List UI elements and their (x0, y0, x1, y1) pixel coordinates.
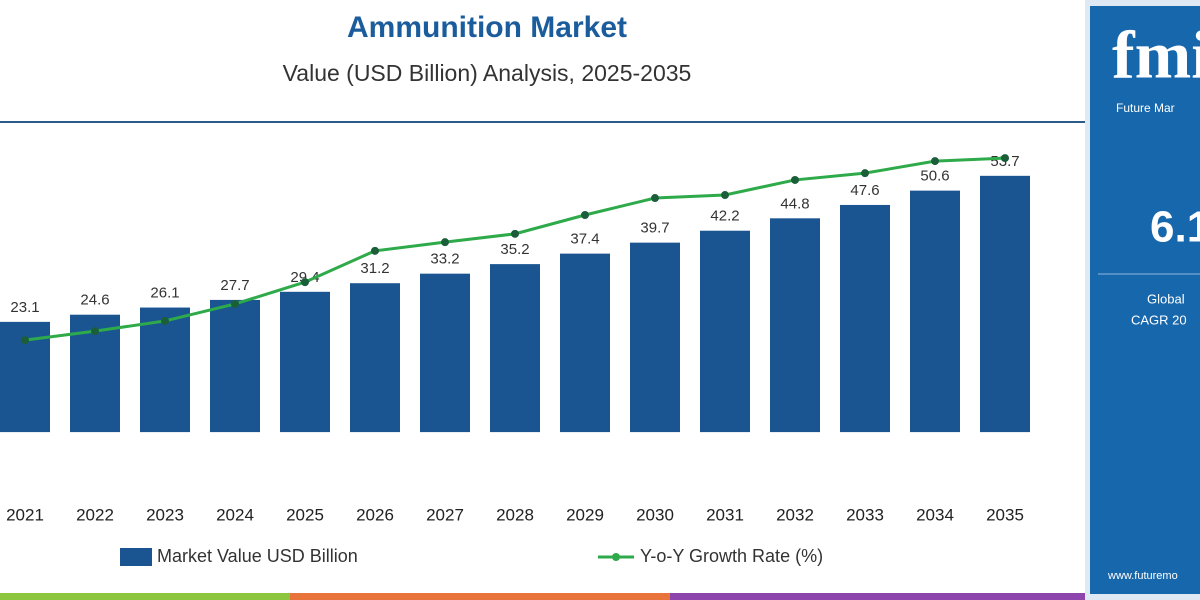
line-point (441, 238, 449, 247)
brand: Future Mar (1116, 101, 1175, 115)
bar (350, 283, 400, 433)
x-tick-label: 2032 (776, 505, 814, 524)
plot-area: 2021 2022 2023 2024 2025 2026 2027 2028 2029 2030… (0, 153, 1030, 524)
line-point (1001, 154, 1009, 163)
data-label: 42.2 (710, 208, 739, 225)
line-point (861, 169, 869, 178)
chart-title: Ammunition Market (347, 11, 627, 44)
data-label: 35.2 (500, 241, 529, 258)
legend-swatch (612, 553, 620, 561)
x-tick-label: 2033 (846, 505, 884, 524)
legend-label: Market Value USD Billion (157, 546, 358, 566)
data-label: 39.7 (640, 220, 669, 237)
line-point (931, 157, 939, 166)
data-label: 47.6 (850, 182, 879, 199)
panel (1090, 6, 1200, 594)
x-tick-label: 2024 (216, 505, 254, 524)
logo: fmi (1112, 17, 1200, 93)
bar (140, 307, 190, 433)
bar (630, 242, 680, 433)
legend: Market Value USD Billion Y-o-Y Growth Ra… (120, 546, 823, 566)
line-point (231, 299, 239, 308)
line-point (581, 211, 589, 220)
data-label: 33.2 (430, 251, 459, 268)
data-label: 26.1 (150, 285, 179, 302)
side-panel: fmi Future Mar 6.1 Global CAGR 20 www.fu… (1085, 0, 1200, 600)
bar (420, 273, 470, 433)
data-label: 44.8 (780, 195, 809, 212)
data-label: 24.6 (80, 292, 109, 309)
x-tick-label: 2028 (496, 505, 534, 524)
footer-stripe (670, 593, 1085, 600)
x-tick-label: 2029 (566, 505, 604, 524)
bar (490, 264, 540, 433)
chart-subtitle: Value (USD Billion) Analysis, 2025-2035 (283, 60, 692, 86)
line-point (651, 194, 659, 203)
bar (980, 175, 1030, 433)
line-point (161, 316, 169, 325)
line-point (791, 175, 799, 184)
url: www.futuremo (1107, 570, 1178, 582)
footer-stripe (0, 593, 290, 600)
x-tick-label: 2030 (636, 505, 674, 524)
bar (700, 230, 750, 433)
line-point (371, 246, 379, 255)
bar (770, 218, 820, 433)
bar (280, 291, 330, 433)
bar (910, 190, 960, 433)
line-point (721, 191, 729, 200)
data-label: 31.2 (360, 260, 389, 277)
bar (560, 253, 610, 433)
x-tick-label: 2021 (6, 505, 44, 524)
x-tick-label: 2023 (146, 505, 184, 524)
x-tick-label: 2025 (286, 505, 324, 524)
line-point (91, 327, 99, 336)
footer-stripe (290, 593, 670, 600)
legend-swatch (120, 548, 152, 566)
x-tick-label: 2026 (356, 505, 394, 524)
line-point (511, 229, 519, 238)
x-tick-label: 2035 (986, 505, 1024, 524)
legend-label: Y-o-Y Growth Rate (%) (640, 546, 823, 566)
data-label: 29.4 (290, 269, 319, 286)
x-tick-label: 2022 (76, 505, 114, 524)
x-tick-label: 2034 (916, 505, 954, 524)
data-label: 23.1 (10, 299, 39, 316)
stat: 6.1 (1150, 203, 1200, 252)
caption: Global (1147, 291, 1185, 306)
bar (840, 204, 890, 433)
x-tick-label: 2031 (706, 505, 744, 524)
line-point (301, 278, 309, 287)
data-label: 27.7 (220, 277, 249, 294)
data-label: 50.6 (920, 168, 949, 185)
x-tick-label: 2027 (426, 505, 464, 524)
line-point (21, 336, 29, 345)
caption: CAGR 20 (1131, 312, 1187, 327)
data-label: 37.4 (570, 231, 599, 248)
bar (210, 299, 260, 433)
